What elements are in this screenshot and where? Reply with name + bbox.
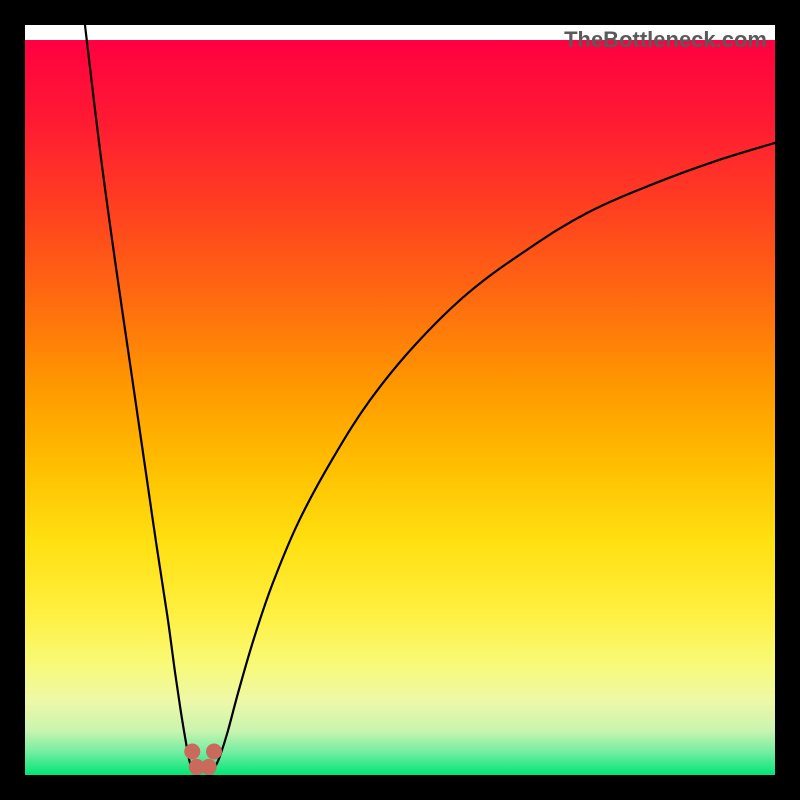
watermark-text: TheBottleneck.com bbox=[564, 27, 767, 53]
bottleneck-marker bbox=[184, 743, 200, 759]
chart-plot-area bbox=[25, 25, 775, 775]
bottleneck-marker bbox=[201, 759, 217, 775]
chart-svg bbox=[25, 25, 775, 775]
bottleneck-marker bbox=[206, 743, 222, 759]
